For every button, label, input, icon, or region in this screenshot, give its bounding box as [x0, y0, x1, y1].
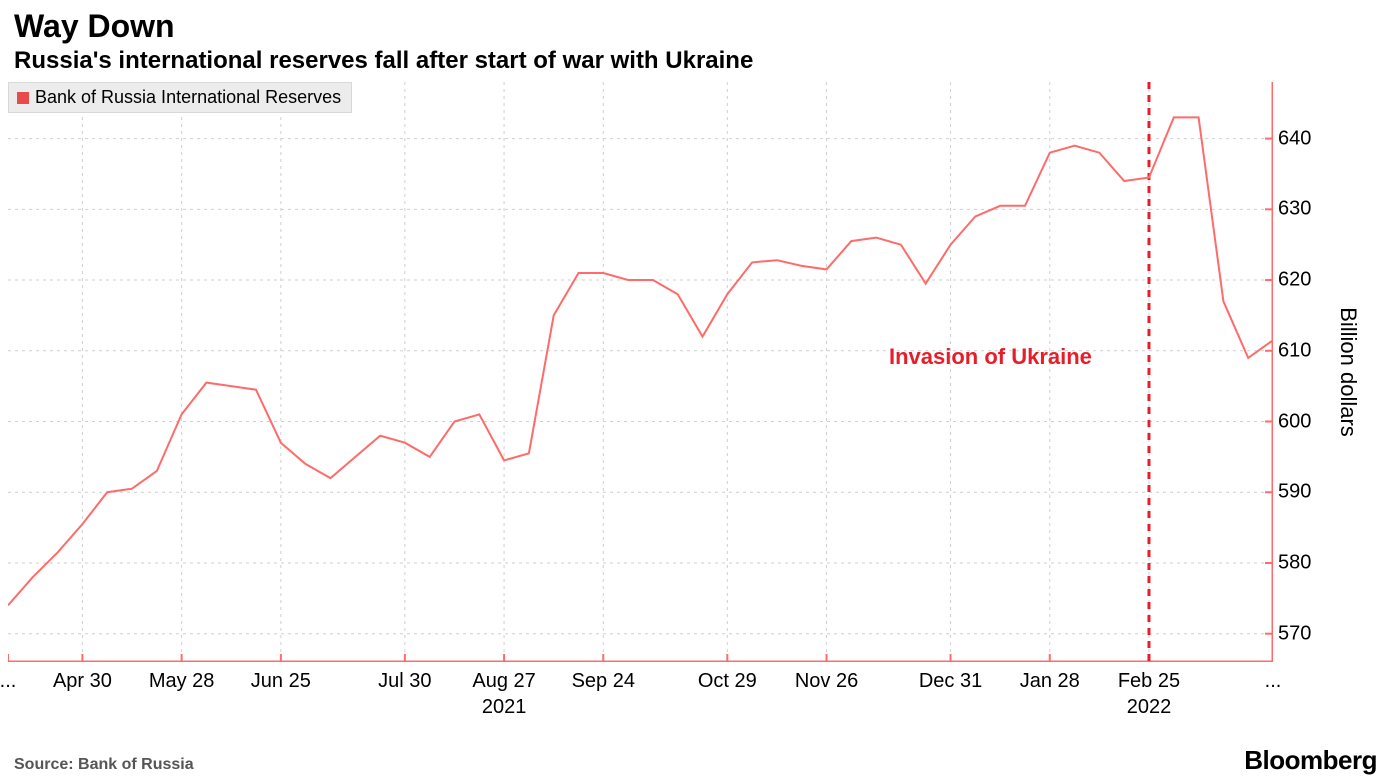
- y-axis: 570 580 590 600 610 620 630 640: [1278, 82, 1333, 662]
- y-tick-label: 600: [1278, 410, 1311, 433]
- x-tick-label: Nov 26: [795, 670, 858, 693]
- y-tick-label: 620: [1278, 269, 1311, 292]
- line-chart-svg: [8, 82, 1273, 662]
- legend-label: Bank of Russia International Reserves: [35, 87, 341, 108]
- y-tick-label: 580: [1278, 551, 1311, 574]
- y-tick-label: 570: [1278, 622, 1311, 645]
- legend-swatch-icon: [17, 92, 29, 104]
- y-tick-label: 630: [1278, 198, 1311, 221]
- x-tick-year: 2021: [482, 696, 527, 719]
- x-tick-label: May 28: [149, 670, 215, 693]
- y-axis-label: Billion dollars: [1335, 307, 1361, 437]
- x-tick-label: Dec 31: [919, 670, 982, 693]
- x-tick-label: ...: [1265, 670, 1282, 693]
- x-tick-label: Apr 30: [53, 670, 112, 693]
- x-tick-year: 2022: [1127, 696, 1172, 719]
- x-tick-label: Oct 29: [698, 670, 757, 693]
- y-tick-label: 610: [1278, 339, 1311, 362]
- x-tick-label: Jun 25: [251, 670, 311, 693]
- x-tick-label: Aug 27: [472, 670, 535, 693]
- x-tick-label: Jan 28: [1020, 670, 1080, 693]
- x-axis: ...Apr 30May 28Jun 25Jul 30Aug 272021Sep…: [8, 670, 1273, 720]
- x-tick-label: ...: [0, 670, 16, 693]
- x-tick-label: Jul 30: [378, 670, 431, 693]
- invasion-annotation: Invasion of Ukraine: [889, 344, 1092, 370]
- source-text: Source: Bank of Russia: [14, 756, 194, 774]
- brand-logo: Bloomberg: [1244, 745, 1377, 776]
- chart-area: 570 580 590 600 610 620 630 640 Billion dollars…: [8, 82, 1387, 724]
- y-tick-label: 590: [1278, 481, 1311, 504]
- legend: Bank of Russia International Reserves: [8, 82, 352, 113]
- x-tick-label: Sep 24: [572, 670, 635, 693]
- y-tick-label: 640: [1278, 127, 1311, 150]
- chart-subtitle: Russia's international reserves fall aft…: [0, 45, 1395, 81]
- x-tick-label: Feb 25: [1118, 670, 1180, 693]
- chart-title: Way Down: [0, 0, 1395, 45]
